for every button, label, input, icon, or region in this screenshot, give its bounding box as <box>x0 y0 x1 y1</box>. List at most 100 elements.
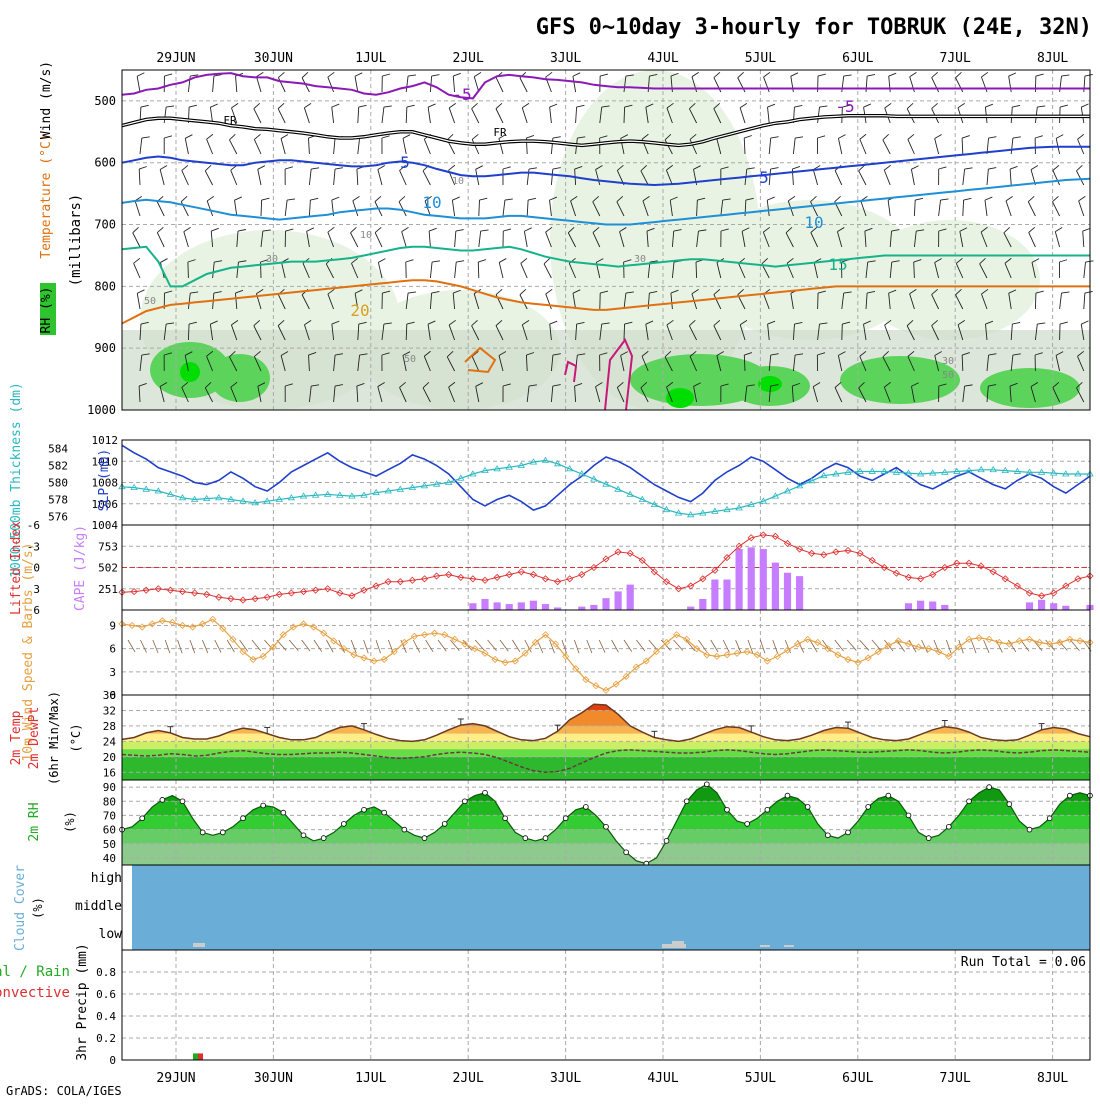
rh-shade-saturated <box>180 362 200 382</box>
wind-barb-flag <box>403 135 410 139</box>
cape-bar <box>1026 602 1033 610</box>
wind-barb-flag <box>302 72 308 77</box>
low-cloud-bar <box>672 941 684 948</box>
date-label-top: 8JUL <box>1037 51 1068 66</box>
precip-axis-label: 3hr Precip (mm) <box>75 943 90 1060</box>
wind-barb-flag <box>1010 166 1018 169</box>
rh-point <box>462 799 467 804</box>
wind-barb-flag <box>1012 105 1020 107</box>
wind-barb <box>1010 169 1011 185</box>
rh-point <box>241 816 246 821</box>
wind-barb-flag <box>335 168 343 169</box>
wind-barb-flag <box>546 72 552 77</box>
wind-barb <box>956 78 963 92</box>
wind-barb-flag <box>911 166 918 170</box>
wind-barb <box>740 108 745 123</box>
rh-point <box>160 797 165 802</box>
wind-barb <box>1029 232 1036 247</box>
wind-barb-flag <box>505 199 513 200</box>
slp-tick-label: 1004 <box>92 519 119 532</box>
wind-barb-flag <box>577 105 585 107</box>
wind-barb <box>859 171 866 185</box>
wind-barb-flag <box>496 103 502 108</box>
wind-barb-flag <box>141 105 149 107</box>
wind-barb <box>478 262 479 278</box>
thickness-tick-label: 580 <box>48 477 68 490</box>
temp-unit-label: (°C) <box>69 724 83 753</box>
precip-tick-label: 0.6 <box>96 988 116 1001</box>
rh-contour-label: 10 <box>452 176 464 187</box>
wind-barb-flag <box>528 198 536 200</box>
wind-barb-flag <box>550 321 557 324</box>
wind-barb <box>985 200 987 216</box>
wind-barb-flag <box>1062 292 1070 293</box>
minmax-axis-label: (6hr Min/Max) <box>47 691 61 785</box>
wind-barb <box>424 139 430 154</box>
wind-barb-flag <box>285 167 293 169</box>
wind-barb <box>1053 170 1060 185</box>
wind-barb-flag <box>885 103 892 108</box>
wind-barb-flag <box>1079 196 1086 201</box>
wind-barb-flag <box>1060 105 1068 107</box>
surface-wind-barb <box>971 640 976 653</box>
wind-barb-flag <box>449 165 455 170</box>
wind-barb-flag <box>935 135 942 139</box>
rh-point <box>704 782 709 787</box>
wind-barb <box>258 169 261 185</box>
wind-barb <box>521 263 527 278</box>
rh-point <box>382 810 387 815</box>
wind-barb-flag <box>1059 260 1067 262</box>
cape-bar <box>578 607 585 610</box>
wind-barb-flag <box>771 168 779 169</box>
wind-barb-flag <box>768 104 775 107</box>
rh-point <box>523 836 528 841</box>
cape-bar <box>784 573 791 610</box>
rh-point <box>281 810 286 815</box>
wind-barb-flag <box>600 74 608 76</box>
wind-barb <box>358 138 360 154</box>
wind-barb-flag <box>258 166 265 170</box>
wind-barb <box>157 233 164 247</box>
surface-wind-barb <box>922 640 928 653</box>
wind-barb <box>137 76 140 92</box>
wind-barb-flag <box>908 134 914 139</box>
date-label-bottom: 30JUN <box>254 1071 293 1086</box>
wind-barb <box>479 231 481 247</box>
wind-barb <box>1084 293 1085 309</box>
wind-barb <box>520 78 527 92</box>
wind-barb-flag <box>328 227 334 232</box>
wind-barb <box>1060 76 1062 92</box>
cape-bar <box>760 549 767 610</box>
surface-wind-barb <box>773 640 778 653</box>
wind-barb-flag <box>520 289 526 294</box>
rh-point <box>583 805 588 810</box>
cape-bar <box>699 599 706 610</box>
rh-contour-label: 30 <box>942 356 954 367</box>
wind-barb <box>479 200 480 216</box>
wind-barb <box>140 138 142 154</box>
wind-barb-flag <box>184 227 191 231</box>
wind-barb <box>430 262 432 278</box>
wind-barb <box>452 200 454 216</box>
surface-wind-barb <box>599 640 605 653</box>
cape-bar <box>494 602 501 610</box>
pressure-axis-label: (millibars) <box>68 194 84 287</box>
cape-bar <box>1062 606 1069 610</box>
cape-axis-label: CAPE (J/kg) <box>73 525 88 611</box>
wind-barb <box>332 107 334 123</box>
cloud-level-label: middle <box>75 899 122 914</box>
cape-bar <box>929 602 936 610</box>
wind-barb-flag <box>884 165 890 170</box>
wind-barb <box>1006 201 1011 216</box>
wind-barb <box>576 107 577 123</box>
rh-point <box>886 793 891 798</box>
wind-barb <box>888 200 890 216</box>
wind-barb-flag <box>474 72 481 76</box>
cape-bar <box>941 605 948 610</box>
rh-tick-label: 80 <box>103 795 116 808</box>
wind-barb <box>406 324 407 340</box>
wind-barb <box>1011 138 1013 154</box>
wind-barb-flag <box>449 103 456 108</box>
wind-barb <box>496 78 503 92</box>
